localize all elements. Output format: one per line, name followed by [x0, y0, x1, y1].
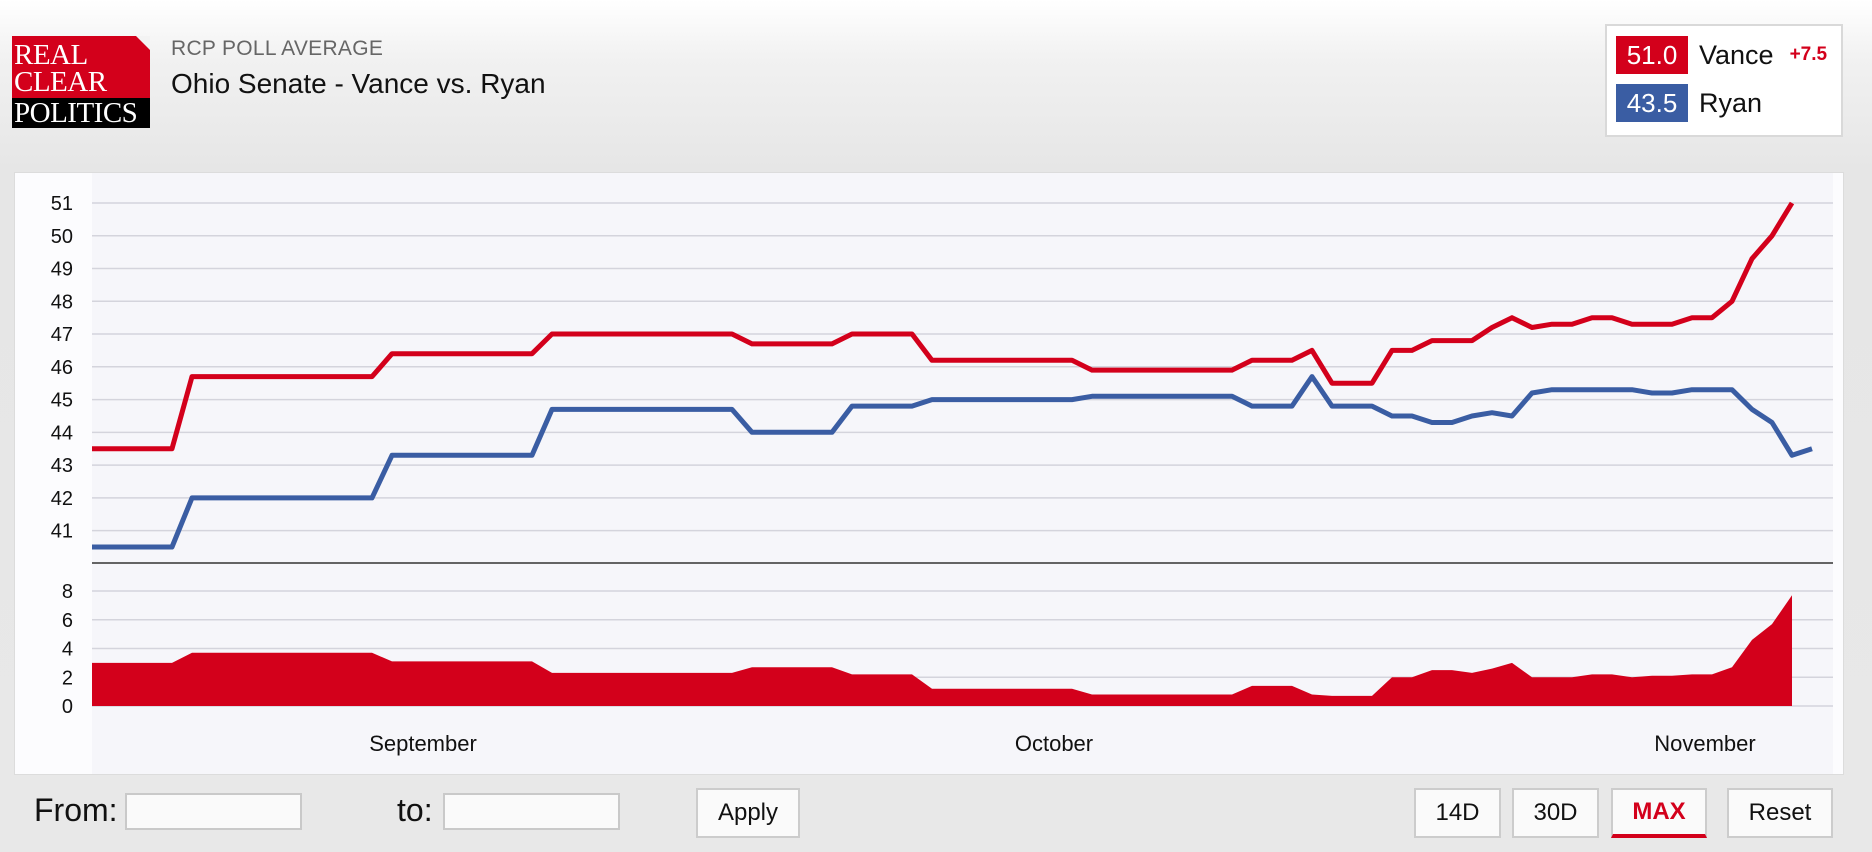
y-tick-label: 50 — [51, 226, 73, 248]
logo-line-1: REAL — [14, 39, 88, 71]
chart-title: Ohio Senate - Vance vs. Ryan — [171, 68, 546, 99]
y-tick-label: 49 — [51, 259, 73, 281]
spread-tick-label: 2 — [62, 667, 73, 689]
x-tick-label: October — [1015, 731, 1093, 756]
legend-value-vance: 51.0 — [1616, 36, 1688, 74]
legend-value-ryan: 43.5 — [1616, 84, 1688, 122]
y-tick-label: 41 — [51, 521, 73, 543]
y-tick-label: 46 — [51, 357, 73, 379]
legend-row-vance: 51.0 Vance +7.5 — [1616, 36, 1827, 74]
reset-button[interactable]: Reset — [1727, 788, 1833, 838]
date-controls: From: to: Apply 14D 30D MAX Reset — [14, 778, 1844, 848]
range-14d-button[interactable]: 14D — [1414, 788, 1501, 838]
legend-name-ryan: Ryan — [1699, 87, 1763, 118]
logo-line-3: POLITICS — [12, 98, 150, 128]
from-date-input[interactable] — [125, 793, 302, 830]
to-label: to: — [397, 792, 433, 828]
spread-tick-label: 8 — [62, 581, 73, 603]
rcp-logo[interactable]: REAL CLEAR POLITICS — [12, 36, 150, 128]
x-tick-label: November — [1654, 731, 1755, 756]
chart-supertitle: RCP POLL AVERAGE — [171, 37, 384, 60]
y-tick-label: 47 — [51, 324, 73, 346]
y-tick-label: 45 — [51, 390, 73, 412]
y-tick-label: 44 — [51, 422, 73, 444]
range-30d-button[interactable]: 30D — [1512, 788, 1599, 838]
y-tick-label: 42 — [51, 488, 73, 510]
logo-fold — [136, 36, 150, 50]
legend-name-vance: Vance — [1699, 39, 1774, 70]
legend: 51.0 Vance +7.5 43.5 Ryan — [1605, 24, 1843, 137]
x-tick-label: September — [369, 731, 477, 756]
legend-spread: +7.5 — [1789, 44, 1828, 65]
legend-row-ryan: 43.5 Ryan — [1616, 84, 1762, 122]
to-date-input[interactable] — [443, 793, 620, 830]
spread-tick-label: 6 — [62, 610, 73, 632]
spread-tick-label: 0 — [62, 696, 73, 718]
spread-tick-label: 4 — [62, 639, 73, 661]
chart-panel: 41 42 43 44 45 46 47 48 49 50 51 0 2 4 6 8 September Octo… — [14, 172, 1844, 775]
spread-area — [92, 595, 1792, 706]
series-line-ryan — [92, 374, 1813, 550]
logo-line-2: CLEAR — [14, 66, 107, 98]
from-label: From: — [34, 792, 118, 828]
y-tick-label: 51 — [51, 193, 73, 215]
range-max-button[interactable]: MAX — [1611, 788, 1707, 838]
apply-button[interactable]: Apply — [696, 788, 800, 838]
y-tick-label: 48 — [51, 291, 73, 313]
series-line-vance — [92, 201, 1795, 452]
y-tick-label: 43 — [51, 455, 73, 477]
